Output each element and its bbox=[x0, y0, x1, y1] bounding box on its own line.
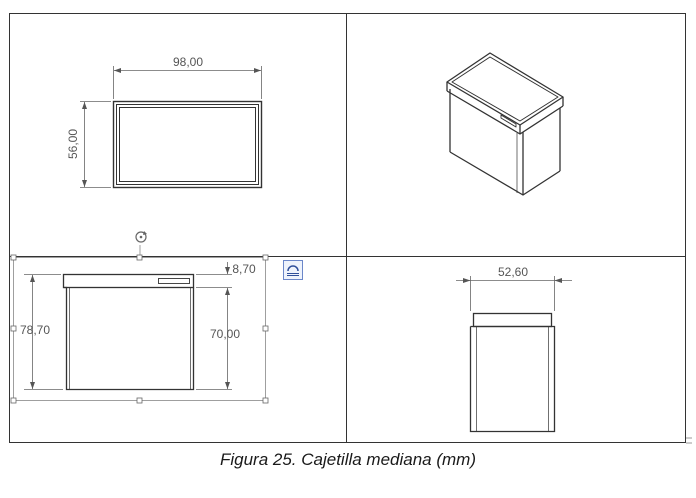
dim-front-lid: 8,70 bbox=[232, 263, 255, 275]
side-view bbox=[456, 276, 572, 432]
selection-handle[interactable] bbox=[11, 326, 16, 331]
selection-handle[interactable] bbox=[11, 398, 16, 403]
selection-handle[interactable] bbox=[137, 255, 142, 260]
drawing-frame bbox=[10, 14, 686, 443]
dim-side-width: 52,60 bbox=[498, 266, 528, 278]
arc-tool-icon[interactable] bbox=[283, 260, 303, 280]
top-view bbox=[80, 66, 262, 188]
dim-front-body-height: 70,00 bbox=[210, 328, 240, 340]
isometric-view bbox=[447, 53, 563, 195]
dim-top-width: 98,00 bbox=[173, 56, 203, 68]
dim-top-depth: 56,00 bbox=[67, 129, 79, 159]
rotate-handle-icon[interactable] bbox=[133, 229, 149, 245]
selection-handle[interactable] bbox=[263, 255, 268, 260]
selection-handle[interactable] bbox=[263, 398, 268, 403]
selection-handle[interactable] bbox=[137, 398, 142, 403]
selection-handle[interactable] bbox=[11, 255, 16, 260]
figure-caption: Figura 25. Cajetilla mediana (mm) bbox=[0, 450, 696, 470]
dim-front-total-height: 78,70 bbox=[20, 324, 50, 336]
selection-handle[interactable] bbox=[263, 326, 268, 331]
